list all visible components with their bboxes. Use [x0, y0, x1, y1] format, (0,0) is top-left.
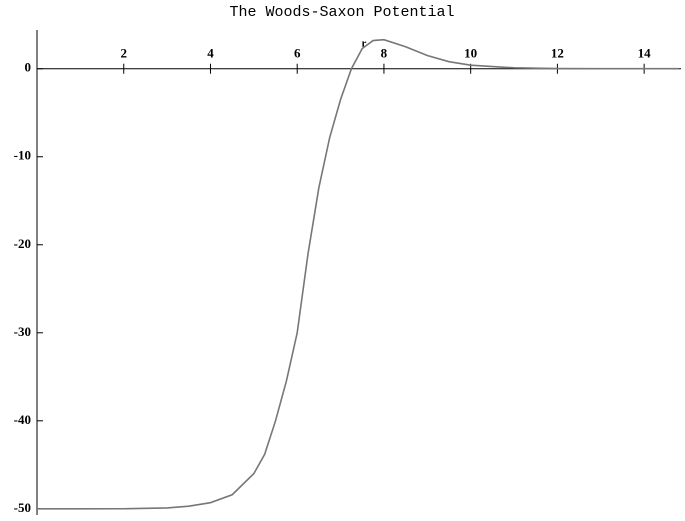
y-tick-label: -20 — [14, 236, 31, 251]
y-tick-label: -40 — [14, 412, 31, 427]
x-axis-label: r — [362, 38, 367, 50]
x-tick-label: 8 — [381, 46, 388, 61]
y-tick-label: 0 — [25, 60, 32, 75]
x-tick-label: 4 — [207, 46, 214, 61]
x-tick-label: 6 — [294, 46, 301, 61]
x-tick-label: 12 — [551, 46, 564, 61]
y-tick-label: -30 — [14, 324, 31, 339]
x-tick-label: 10 — [464, 46, 477, 61]
x-tick-label: 14 — [638, 46, 652, 61]
y-tick-label: -10 — [14, 148, 31, 163]
curve — [37, 38, 679, 510]
chart-title: The Woods-Saxon Potential — [229, 4, 454, 21]
x-tick-label: 2 — [120, 46, 127, 61]
y-tick-label: -50 — [14, 500, 31, 515]
